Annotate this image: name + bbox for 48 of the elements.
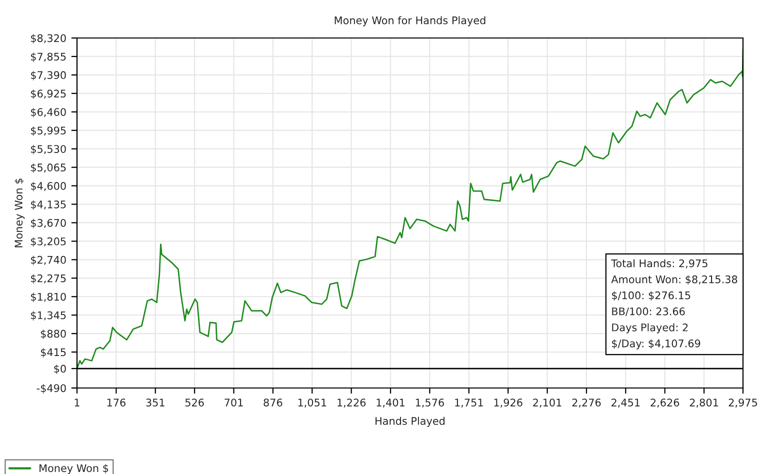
x-tick-label: 1: [74, 398, 80, 406]
x-tick-label: 2,801: [690, 398, 718, 408]
y-tick-label: $8,320: [31, 34, 66, 44]
x-tick-label: 876: [264, 398, 282, 406]
y-tick-label: $4,135: [31, 200, 66, 210]
y-tick-label: $5,995: [31, 126, 66, 136]
y-tick-label: $1,810: [31, 292, 66, 302]
annotation: $/100: $276.15: [612, 291, 690, 301]
y-tick-label: $2,740: [31, 256, 66, 266]
y-tick-label: $415: [40, 348, 66, 358]
y-tick-label: $3,205: [31, 237, 66, 247]
x-tick-label: 351: [146, 398, 164, 406]
y-axis-title: Money Won $: [14, 178, 25, 248]
x-tick-label: 1,401: [376, 398, 404, 408]
legend-label: Money Won $: [40, 464, 108, 474]
x-tick-label: 1,576: [416, 398, 444, 408]
x-tick-label: 2,101: [533, 398, 562, 408]
x-tick-label: 526: [185, 398, 204, 406]
chart-title: Money Won for Hands Played: [334, 16, 486, 26]
x-axis-title: Hands Played: [376, 416, 445, 427]
annotation: Total Hands: 2,975: [611, 259, 708, 268]
y-tick-label: $880: [40, 330, 66, 340]
y-tick-label: -$490: [36, 384, 66, 394]
x-tick-label: 2,626: [650, 398, 680, 408]
y-tick-label: $7,390: [31, 70, 66, 80]
x-tick-label: 2,451: [612, 398, 640, 408]
x-tick-label: 1,751: [455, 398, 483, 408]
y-tick-label: $1,345: [31, 311, 66, 321]
x-tick-label: 701: [224, 398, 243, 406]
y-tick-label: $4,600: [31, 182, 66, 192]
x-tick-label: 2,975: [728, 398, 757, 408]
y-tick-label: $3,670: [31, 218, 66, 228]
y-tick-label: $6,460: [31, 108, 66, 118]
y-tick-label: $0: [54, 364, 66, 374]
annotation: BB/100: 23.66: [612, 307, 685, 316]
annotation: $/Day: $4,107.69: [612, 339, 700, 350]
x-tick-label: 1,226: [338, 398, 366, 408]
y-tick-label: $2,275: [31, 274, 66, 284]
annotation: Amount Won: $8,215.38: [611, 275, 738, 285]
annotation: Days Played: 2: [612, 323, 688, 334]
y-tick-label: $7,855: [31, 52, 66, 62]
x-tick-label: 176: [107, 398, 126, 406]
y-tick-label: $6,925: [31, 89, 66, 99]
x-tick-label: 2,276: [572, 398, 601, 408]
x-tick-label: 1,926: [494, 398, 522, 408]
y-tick-label: $5,530: [31, 144, 66, 154]
y-tick-label: $5,065: [31, 163, 66, 173]
x-tick-label: 1,051: [298, 398, 326, 408]
